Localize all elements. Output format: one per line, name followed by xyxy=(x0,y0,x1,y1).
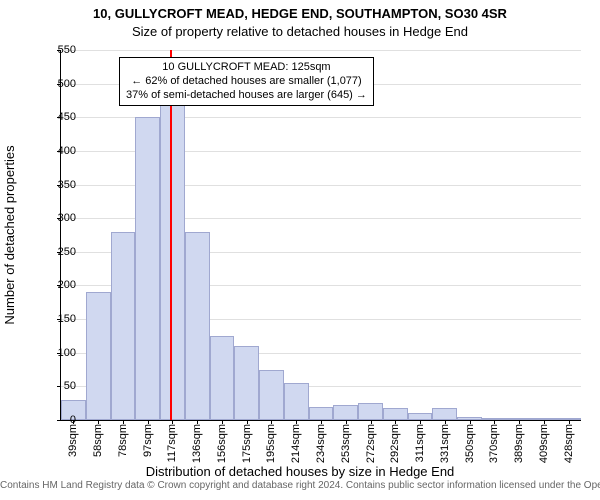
ytick-mark xyxy=(57,386,61,387)
bar xyxy=(210,336,235,420)
xtick-label: 428sqm xyxy=(563,420,575,463)
annotation-line: 10 GULLYCROFT MEAD: 125sqm xyxy=(126,61,367,75)
chart-footer: Contains HM Land Registry data © Crown c… xyxy=(0,480,600,491)
xtick-label: 292sqm xyxy=(389,420,401,463)
xtick-label: 234sqm xyxy=(315,420,327,463)
xtick-label: 117sqm xyxy=(166,420,178,462)
plot-area: 39sqm58sqm78sqm97sqm117sqm136sqm156sqm17… xyxy=(60,50,581,421)
bar xyxy=(185,232,210,420)
xtick-label: 331sqm xyxy=(439,420,451,463)
x-axis-label: Distribution of detached houses by size … xyxy=(0,464,600,479)
xtick-label: 389sqm xyxy=(513,420,525,463)
bar xyxy=(309,407,334,420)
bar xyxy=(160,84,185,420)
bar xyxy=(284,383,309,420)
xtick-label: 272sqm xyxy=(365,420,377,463)
xtick-label: 136sqm xyxy=(191,420,203,463)
xtick-label: 97sqm xyxy=(142,420,154,457)
xtick-label: 409sqm xyxy=(538,420,550,463)
gridline xyxy=(61,50,581,51)
bar xyxy=(408,413,433,420)
chart-subtitle: Size of property relative to detached ho… xyxy=(0,24,600,39)
annotation-line: 37% of semi-detached houses are larger (… xyxy=(126,89,367,103)
xtick-label: 156sqm xyxy=(216,420,228,463)
bar xyxy=(358,403,383,420)
bar xyxy=(86,292,111,420)
ytick-mark xyxy=(57,420,61,421)
xtick-label: 58sqm xyxy=(92,420,104,457)
annotation-box: 10 GULLYCROFT MEAD: 125sqm← 62% of detac… xyxy=(119,57,374,106)
bar xyxy=(234,346,259,420)
bar xyxy=(383,408,408,420)
bar xyxy=(259,370,284,420)
y-axis-label: Number of detached properties xyxy=(2,145,17,324)
bar xyxy=(432,408,457,420)
bar xyxy=(333,405,358,420)
bar xyxy=(111,232,136,420)
xtick-label: 253sqm xyxy=(340,420,352,463)
bar xyxy=(135,117,160,420)
xtick-label: 175sqm xyxy=(241,420,253,463)
xtick-label: 195sqm xyxy=(265,420,277,463)
chart-title: 10, GULLYCROFT MEAD, HEDGE END, SOUTHAMP… xyxy=(0,6,600,21)
annotation-line: ← 62% of detached houses are smaller (1,… xyxy=(126,75,367,89)
xtick-label: 78sqm xyxy=(117,420,129,457)
xtick-label: 370sqm xyxy=(488,420,500,463)
xtick-label: 350sqm xyxy=(464,420,476,463)
xtick-label: 311sqm xyxy=(414,420,426,462)
xtick-label: 214sqm xyxy=(290,420,302,463)
